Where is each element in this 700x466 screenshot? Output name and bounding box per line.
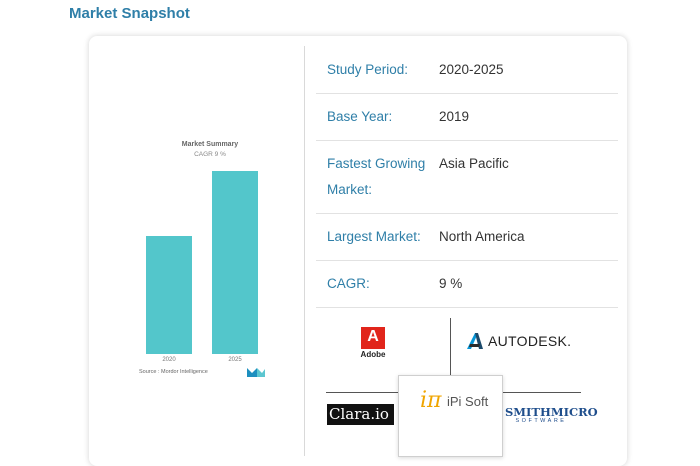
chart-source: Source : Mordor Intelligence bbox=[139, 369, 208, 375]
clara-label: Clara.io bbox=[329, 405, 389, 423]
bar-2025 bbox=[212, 171, 258, 354]
logo-grid-hline-left bbox=[326, 392, 398, 393]
chart-subtitle: CAGR 9 % bbox=[194, 151, 226, 158]
row-largest-market: Largest Market: North America bbox=[316, 214, 618, 261]
cagr-value: 9 % bbox=[439, 276, 463, 291]
smithmicro-sub-label: SOFTWARE bbox=[515, 418, 567, 424]
largest-market-label: Largest Market: bbox=[327, 229, 421, 244]
smithmicro-label: SMITHMICRO bbox=[505, 405, 598, 419]
row-cagr: CAGR: 9 % bbox=[316, 261, 618, 308]
autodesk-label: AUTODESK. bbox=[488, 333, 572, 349]
section-title: Market Snapshot bbox=[69, 5, 190, 22]
row-fastest-growing: Fastest Growing Market: Asia Pacific bbox=[316, 141, 618, 214]
ipisoft-logo-box: iπ iPi Soft bbox=[398, 375, 503, 457]
study-period-label: Study Period: bbox=[327, 62, 409, 77]
study-period-value: 2020-2025 bbox=[439, 62, 504, 77]
mordor-logo-icon bbox=[247, 368, 265, 377]
logo-grid-vline-top bbox=[450, 318, 451, 375]
bar-2020 bbox=[146, 235, 192, 354]
market-summary-chart: Market Summary CAGR 9 % 2020 2025 Source … bbox=[130, 135, 280, 385]
base-year-value: 2019 bbox=[439, 109, 470, 124]
row-base-year: Base Year: 2019 bbox=[316, 94, 618, 141]
row-study-period: Study Period: 2020-2025 bbox=[316, 48, 618, 94]
fastest-growing-label-line1: Fastest Growing bbox=[327, 156, 426, 171]
base-year-label: Base Year: bbox=[327, 109, 393, 124]
autodesk-mark-icon bbox=[467, 333, 483, 349]
logo-grid-hline-right bbox=[501, 392, 581, 393]
adobe-label: Adobe bbox=[360, 350, 386, 359]
ipisoft-mark-icon: iπ bbox=[420, 388, 442, 413]
x-tick-label: 2025 bbox=[228, 357, 242, 363]
x-tick-label: 2020 bbox=[162, 357, 176, 363]
adobe-logo: A Adobe bbox=[358, 327, 388, 359]
fastest-growing-label-line2: Market: bbox=[327, 182, 373, 197]
clara-logo: Clara.io bbox=[327, 404, 394, 425]
smithmicro-logo: SMITHMICRO SOFTWARE bbox=[505, 405, 598, 424]
adobe-mark-icon: A bbox=[361, 327, 385, 349]
largest-market-value: North America bbox=[439, 229, 525, 244]
ipisoft-label: iPi Soft bbox=[447, 394, 489, 409]
fastest-growing-value: Asia Pacific bbox=[439, 156, 509, 171]
chart-title: Market Summary bbox=[181, 141, 239, 148]
card-divider bbox=[304, 46, 305, 456]
cagr-label: CAGR: bbox=[327, 276, 370, 291]
